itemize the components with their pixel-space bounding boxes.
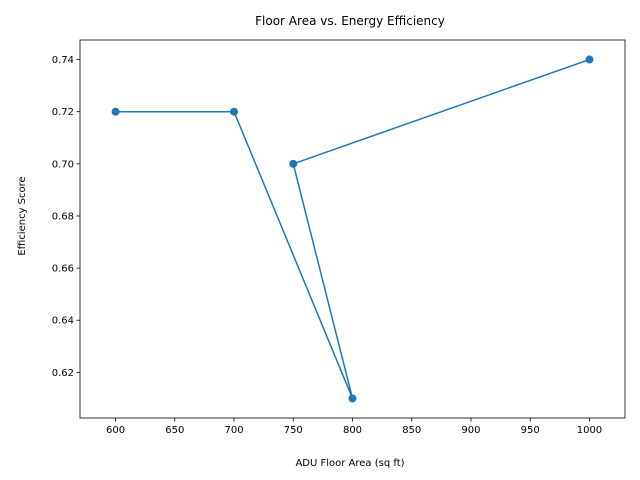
y-tick-label: 0.66: [52, 264, 74, 275]
data-point: [348, 394, 357, 403]
data-point: [289, 159, 298, 168]
series-line: [115, 58, 590, 399]
y-axis-title: Efficiency Score: [17, 176, 28, 255]
x-tick-label: 600: [106, 425, 125, 436]
axes-frame: [79, 39, 626, 419]
x-tick-label: 750: [284, 425, 303, 436]
y-tick-label: 0.70: [52, 159, 74, 170]
y-tick-label: 0.68: [52, 211, 74, 222]
chart-title: Floor Area vs. Energy Efficiency: [255, 14, 445, 28]
x-axis-ticks: 600 650 700 750 800 850 900 950 1000: [106, 418, 602, 436]
data-point: [111, 107, 120, 116]
x-tick-label: 900: [461, 425, 480, 436]
plot-area-border: [79, 39, 626, 419]
y-axis-ticks: 0.62 0.64 0.66 0.68 0.70 0.72 0.74: [52, 55, 80, 379]
x-tick-label: 850: [402, 425, 421, 436]
x-tick-label: 1000: [577, 425, 602, 436]
y-tick-label: 0.64: [52, 316, 74, 327]
x-tick-label: 950: [521, 425, 540, 436]
y-tick-label: 0.62: [52, 368, 74, 379]
x-tick-label: 800: [343, 425, 362, 436]
x-tick-label: 700: [224, 425, 243, 436]
x-axis-title: ADU Floor Area (sq ft): [295, 458, 404, 469]
y-tick-label: 0.74: [52, 55, 74, 66]
x-tick-label: 650: [165, 425, 184, 436]
data-point: [585, 55, 594, 64]
y-tick-label: 0.72: [52, 107, 74, 118]
data-point: [230, 107, 239, 116]
series-layer: [111, 55, 594, 403]
